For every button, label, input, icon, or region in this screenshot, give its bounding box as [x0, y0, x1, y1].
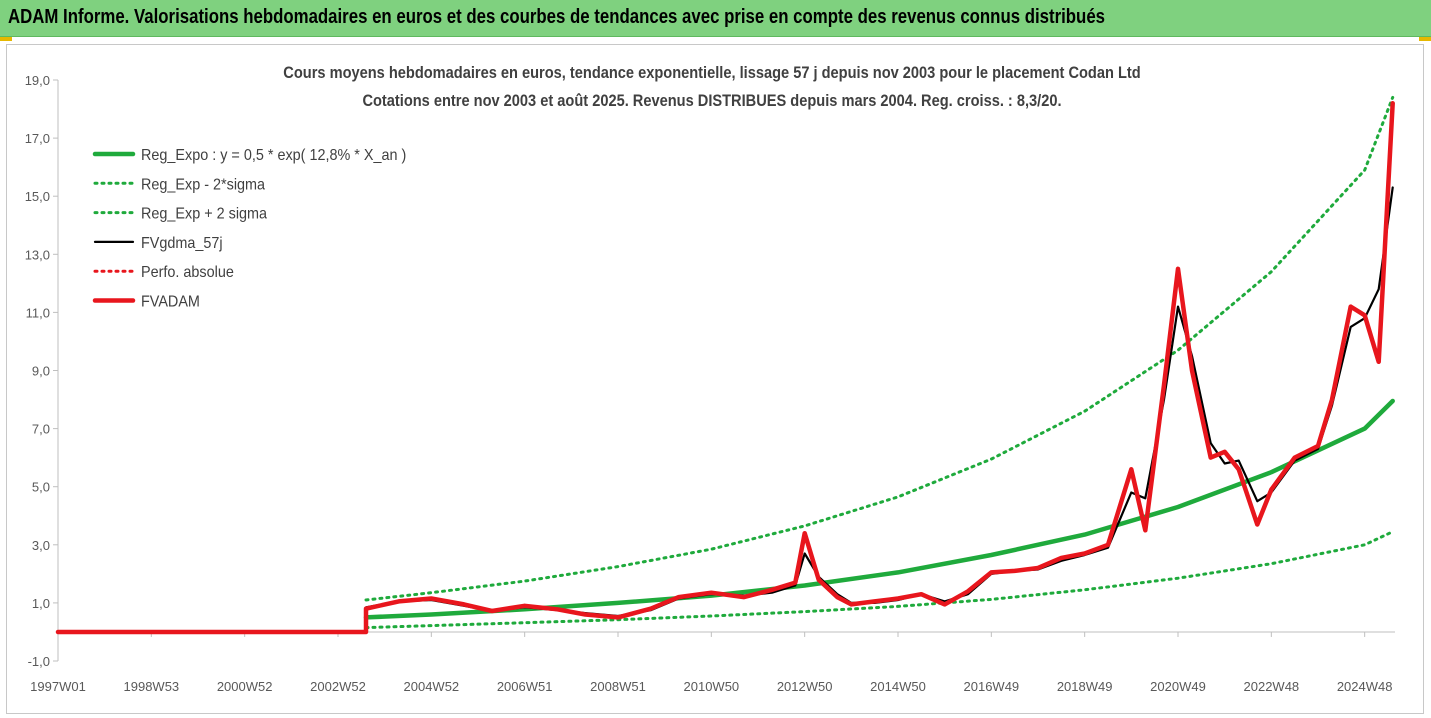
legend-label-1: Reg_Expo : y = 0,5 * exp( 12,8% * X_an ) [141, 146, 406, 164]
x-tick-label: 2012W50 [777, 679, 833, 694]
x-tick-label: 2020W49 [1150, 679, 1206, 694]
x-tick-label: 2024W48 [1337, 679, 1393, 694]
y-tick-label: 19,0 [25, 73, 50, 88]
legend-label-2: Reg_Exp - 2*sigma [141, 176, 266, 194]
x-tick-label: 1997W01 [30, 679, 86, 694]
chart-title: Cours moyens hebdomadaires en euros, ten… [283, 64, 1140, 82]
x-tick-label: 1998W53 [124, 679, 180, 694]
legend-label-5: Perfo. absolue [141, 264, 234, 282]
x-tick-label: 2014W50 [870, 679, 926, 694]
x-tick-label: 2008W51 [590, 679, 646, 694]
legend-label-6: FVADAM [141, 293, 200, 311]
legend-label-3: Reg_Exp + 2 sigma [141, 205, 268, 223]
axes: 19,0 17,0 15,0 13,0 11,0 9,0 7,0 5,0 3,0 1,0 -1,0 1… [25, 73, 1395, 694]
x-tick-label: 2006W51 [497, 679, 553, 694]
y-tick-label: 3,0 [32, 538, 50, 553]
corner-marker-right [1419, 37, 1431, 41]
series-line-2 [364, 530, 1395, 630]
series-line-3 [364, 95, 1395, 602]
series-line-6 [55, 100, 1395, 635]
line-chart: Cours moyens hebdomadaires en euros, ten… [25, 64, 1395, 694]
y-tick-label: 5,0 [32, 480, 50, 495]
page-title: ADAM Informe. Valorisations hebdomadaire… [8, 6, 1106, 28]
legend-label-4: FVgdma_57j [141, 234, 223, 252]
y-tick-label: 15,0 [25, 189, 50, 204]
y-tick-label: 13,0 [25, 247, 50, 262]
series-line-1 [363, 398, 1395, 620]
chart-subtitle: Cotations entre nov 2003 et août 2025. R… [362, 92, 1061, 110]
corner-marker-left [0, 37, 12, 41]
x-tick-label: 2022W48 [1244, 679, 1300, 694]
x-tick-label: 2018W49 [1057, 679, 1113, 694]
x-tick-label: 2004W52 [404, 679, 460, 694]
y-tick-label: 1,0 [32, 596, 50, 611]
y-tick-label: 7,0 [32, 422, 50, 437]
header-banner: ADAM Informe. Valorisations hebdomadaire… [0, 0, 1431, 37]
x-tick-label: 2010W50 [684, 679, 740, 694]
y-tick-label: -1,0 [28, 654, 50, 669]
y-tick-label: 11,0 [26, 305, 50, 320]
y-tick-label: 17,0 [25, 131, 50, 146]
legend: Reg_Expo : y = 0,5 * exp( 12,8% * X_an )… [92, 146, 406, 311]
series-line-4 [364, 186, 1394, 618]
x-tick-label: 2000W52 [217, 679, 273, 694]
x-tick-label: 2016W49 [964, 679, 1020, 694]
y-tick-label: 9,0 [32, 364, 50, 379]
series-layer [55, 95, 1395, 635]
x-tick-label: 2002W52 [310, 679, 366, 694]
